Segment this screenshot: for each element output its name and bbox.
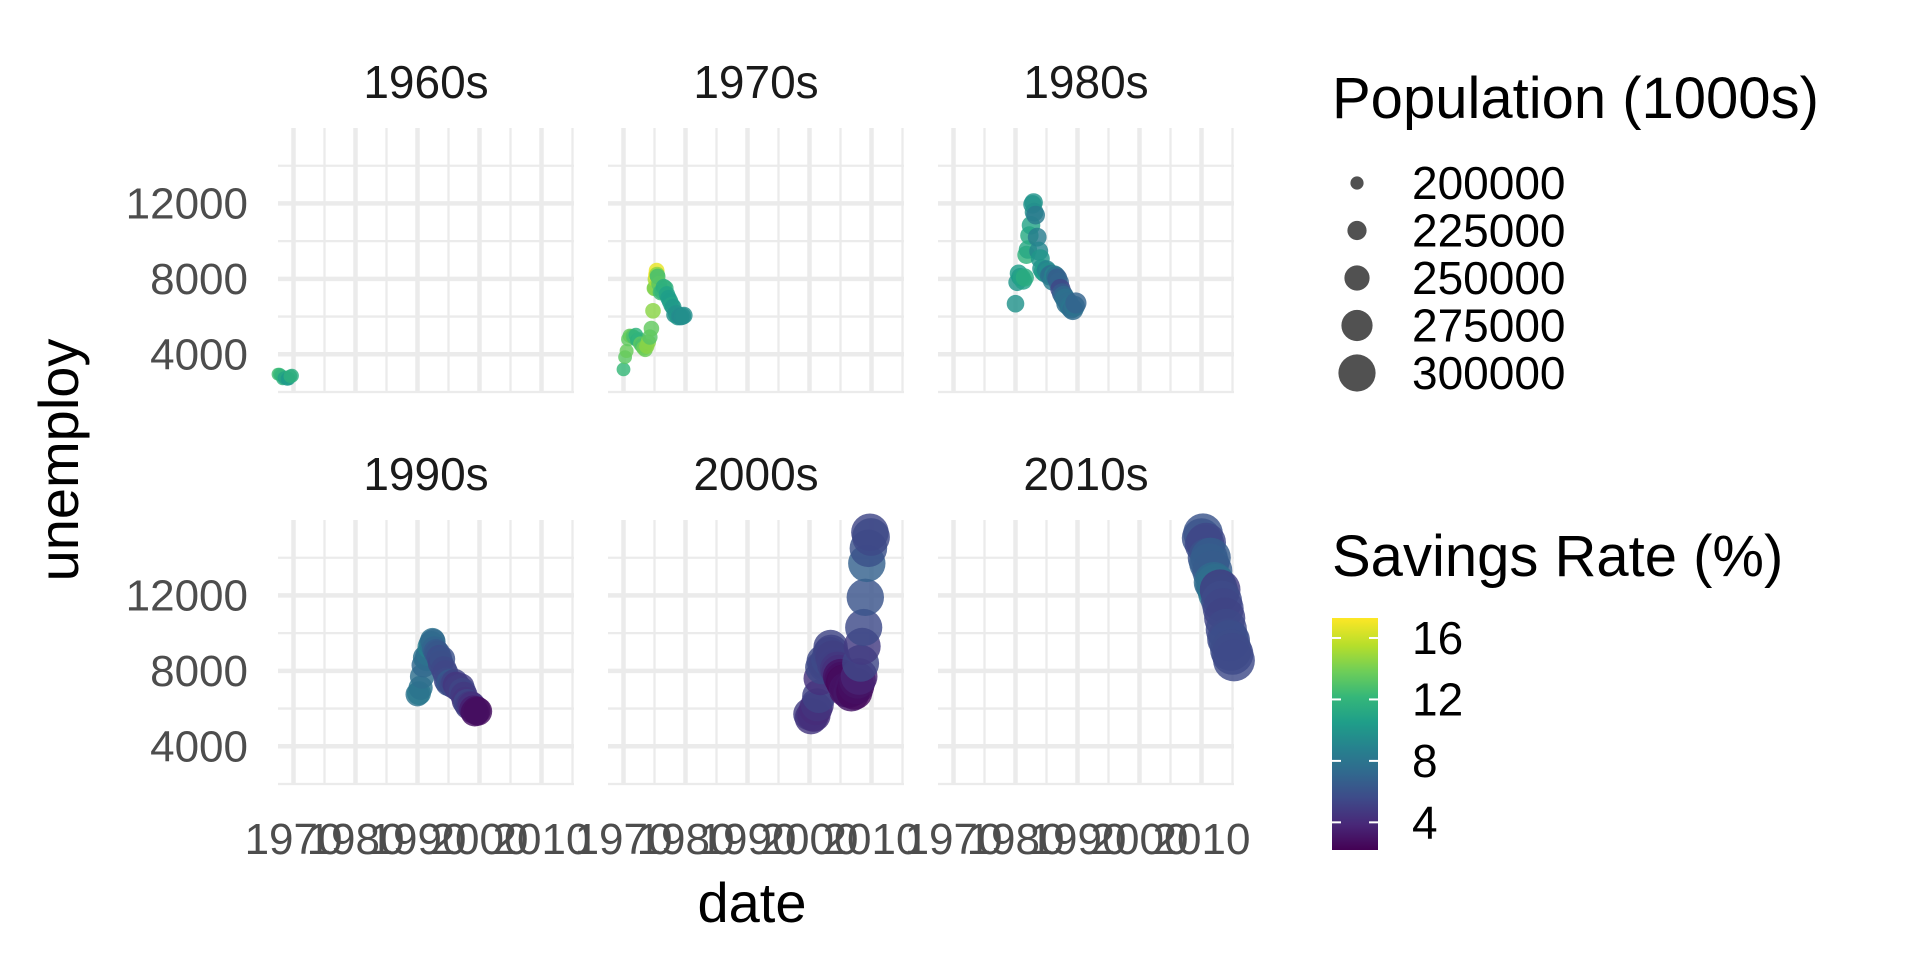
x-tick-label: 2000 [431,815,529,864]
facet-2010s: 2010s [938,448,1255,786]
size-legend-title: Population (1000s) [1332,66,1819,131]
x-tick-label: 1980 [637,815,735,864]
size-legend-label: 250000 [1412,252,1566,304]
size-legend-label: 200000 [1412,157,1566,209]
size-legend-label: 300000 [1412,347,1566,399]
y-tick-label: 12000 [126,571,248,620]
data-point [675,306,693,325]
data-point [619,344,634,358]
color-legend-label: 12 [1412,673,1463,725]
size-legend: Population (1000s) 200000225000250000275… [1332,66,1819,399]
x-axis-ticks: 1970198019902000201019701980199020002010… [245,815,1251,864]
data-point [616,362,631,377]
y-tick-label: 4000 [150,722,248,771]
x-axis-title: date [698,871,807,934]
data-point [1006,294,1025,313]
color-legend-label: 8 [1412,735,1438,787]
facet-strip-label: 1960s [363,56,488,108]
size-legend-key [1350,176,1364,190]
y-tick-label: 8000 [150,255,248,304]
y-axis-title: unemploy [27,339,90,582]
facet-2000s: 2000s [608,448,904,786]
size-legend-key [1347,220,1367,241]
y-tick-label: 8000 [150,647,248,696]
size-legend-label: 275000 [1412,300,1566,352]
x-tick-label: 1980 [967,815,1065,864]
data-point [852,518,890,556]
facet-panels: 1960s 1970s 1980s 1990s 2000s 2010s [271,56,1255,786]
facet-1970s: 1970s [608,56,904,394]
size-legend-key [1341,309,1373,342]
facet-1990s: 1990s [278,448,574,786]
x-tick-label: 2010 [823,815,921,864]
data-point [285,368,299,383]
x-tick-label: 1990 [1029,815,1127,864]
size-legend-key [1338,354,1376,392]
data-point [1027,227,1047,247]
data-point [1213,639,1255,682]
x-tick-label: 1970 [245,815,343,864]
data-point [1015,268,1034,287]
size-legend-key [1344,265,1370,291]
facet-1960s: 1960s [271,56,574,394]
color-legend-label: 4 [1412,796,1438,848]
data-point [846,578,884,616]
colorbar [1332,618,1378,850]
x-tick-label: 1970 [905,815,1003,864]
color-legend-keys: 16 12 8 4 [1332,612,1463,848]
data-point [463,697,493,726]
size-legend-label: 225000 [1412,205,1566,257]
y-axis-ticks: 4000 8000 12000 4000 8000 12000 [126,179,248,771]
data-point [645,303,661,319]
facet-strip-label: 1970s [693,56,818,108]
x-tick-label: 2010 [493,815,591,864]
x-tick-label: 2000 [1091,815,1189,864]
facet-strip-label: 1990s [363,448,488,500]
x-tick-label: 1990 [369,815,467,864]
x-tick-label: 1990 [699,815,797,864]
x-tick-label: 2010 [1153,815,1251,864]
x-tick-label: 2000 [761,815,859,864]
facet-strip-label: 2010s [1023,448,1148,500]
color-legend: Savings Rate (%) 16 12 8 4 [1332,524,1783,850]
x-tick-label: 1970 [575,815,673,864]
facet-1980s: 1980s [938,56,1234,394]
color-legend-label: 16 [1412,612,1463,664]
x-tick-label: 1980 [307,815,405,864]
data-point [845,608,883,647]
y-tick-label: 12000 [126,179,248,228]
color-legend-title: Savings Rate (%) [1332,524,1783,589]
facet-strip-label: 1980s [1023,56,1148,108]
y-tick-label: 4000 [150,330,248,379]
facet-strip-label: 2000s [693,448,818,500]
data-point [1065,292,1087,314]
data-point [643,320,660,337]
data-point [1026,205,1045,225]
